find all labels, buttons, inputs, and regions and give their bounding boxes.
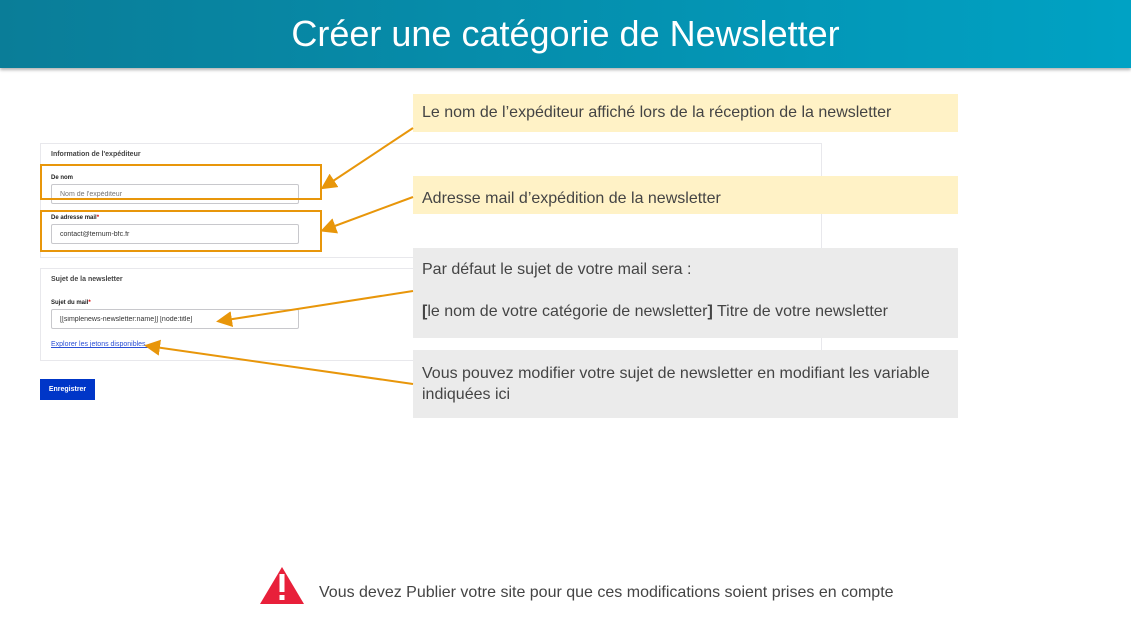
callout-email: Adresse mail d’expédition de la newslett…	[413, 176, 958, 214]
subject-section-title: Sujet de la newsletter	[51, 276, 123, 283]
page-title: Créer une catégorie de Newsletter	[291, 13, 840, 54]
email-label: De adresse mail*	[51, 215, 100, 221]
callout-subject: Par défaut le sujet de votre mail sera :…	[413, 248, 958, 338]
subject-label: Sujet du mail*	[51, 300, 91, 306]
callout-subject-line1: Par défaut le sujet de votre mail sera :	[422, 261, 692, 278]
arrow-subject	[216, 290, 414, 328]
save-button[interactable]: Enregistrer	[40, 379, 95, 400]
tokens-link[interactable]: Explorer les jetons disponibles.	[51, 341, 148, 348]
header: Créer une catégorie de Newsletter	[0, 0, 1131, 68]
callout-subject-line2: [le nom de votre catégorie de newsletter…	[422, 303, 888, 320]
subject-input[interactable]	[51, 309, 299, 329]
callout-tokens: Vous pouvez modifier votre sujet de news…	[413, 350, 958, 418]
name-label: De nom	[51, 175, 74, 181]
arrow-email	[320, 196, 414, 234]
arrow-tokens	[144, 339, 414, 385]
email-input[interactable]	[51, 224, 299, 244]
warning-text: Vous devez Publier votre site pour que c…	[319, 584, 894, 601]
warning-triangle-icon	[260, 567, 304, 604]
sender-section-title: Information de l'expéditeur	[51, 151, 141, 158]
callout-name: Le nom de l’expéditeur affiché lors de l…	[413, 94, 958, 132]
arrow-name	[320, 127, 414, 190]
